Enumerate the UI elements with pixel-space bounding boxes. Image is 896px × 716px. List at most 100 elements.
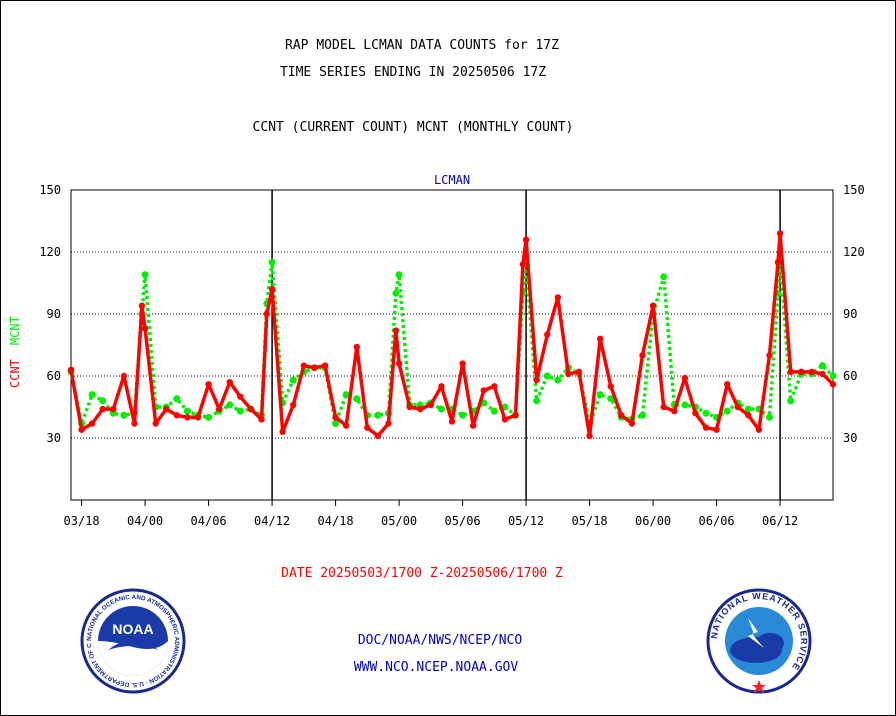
x-tick-label: 04/12 (254, 514, 290, 528)
data-point-mcnt (395, 271, 403, 279)
chart-title-line2: TIME SERIES ENDING IN 20250506 17Z (279, 65, 547, 80)
data-point-ccnt (702, 424, 710, 431)
data-point-ccnt (596, 335, 604, 342)
data-point-ccnt (300, 362, 308, 369)
y-tick-label-right: 120 (843, 245, 865, 259)
data-point-ccnt (448, 418, 456, 425)
data-point-ccnt (829, 381, 837, 388)
data-point-ccnt (311, 364, 318, 371)
data-point-ccnt (628, 420, 636, 427)
data-point-ccnt (67, 366, 75, 373)
data-point-ccnt (173, 412, 181, 419)
data-point-ccnt (353, 343, 360, 351)
data-point-ccnt (776, 230, 784, 237)
data-point-ccnt (519, 261, 527, 268)
chart-subtitle: CCNT (CURRENT COUNT) MCNT (MONTHLY COUNT… (252, 120, 574, 135)
footer-org: DOC/NOAA/NWS/NCEP/NCO (357, 633, 523, 648)
footer-url[interactable]: WWW.NCO.NCEP.NOAA.GOV (353, 660, 519, 675)
data-point-ccnt (554, 294, 562, 301)
y-tick-label-left: 150 (39, 183, 61, 197)
y-tick-label-right: 150 (843, 183, 865, 197)
data-point-mcnt (702, 409, 710, 417)
data-point-mcnt (226, 401, 234, 409)
data-point-ccnt (713, 426, 720, 433)
data-point-mcnt (554, 376, 562, 384)
x-tick-label: 06/06 (699, 514, 735, 528)
data-point-ccnt (417, 405, 424, 413)
data-point-ccnt (184, 414, 191, 421)
data-point-ccnt (268, 286, 276, 293)
data-point-ccnt (226, 379, 233, 386)
data-point-mcnt (744, 405, 752, 413)
chart-title-line1: RAP MODEL LCMAN DATA COUNTS for 17Z (285, 38, 559, 53)
data-point-ccnt (469, 422, 477, 429)
data-point-ccnt (745, 412, 752, 419)
data-point-mcnt (459, 411, 467, 419)
data-point-mcnt (392, 289, 400, 297)
y-tick-label-right: 90 (843, 307, 857, 321)
data-point-mcnt (639, 411, 646, 419)
data-point-ccnt (290, 401, 297, 409)
data-point-ccnt (332, 414, 339, 421)
data-point-ccnt (808, 368, 816, 376)
data-point-ccnt (141, 325, 149, 332)
data-point-mcnt (268, 258, 276, 266)
data-point-ccnt (194, 414, 202, 421)
data-point-ccnt (374, 432, 382, 440)
data-point-ccnt (279, 428, 286, 435)
data-point-ccnt (649, 302, 657, 309)
data-point-ccnt (99, 405, 106, 413)
data-point-ccnt (586, 432, 593, 440)
data-point-ccnt (544, 331, 551, 338)
data-point-ccnt (787, 368, 794, 376)
data-point-ccnt (247, 405, 255, 413)
data-point-ccnt (692, 410, 699, 417)
data-point-mcnt (332, 420, 340, 428)
y-tick-label-left: 30 (47, 431, 61, 445)
series-line-ccnt (69, 231, 835, 438)
data-point-ccnt (438, 383, 445, 390)
data-point-ccnt (660, 403, 667, 411)
data-point-ccnt (774, 259, 782, 266)
data-point-ccnt (110, 405, 117, 413)
y-axis-label-ccnt: CCNT (8, 359, 22, 388)
data-point-mcnt (374, 411, 382, 419)
data-point-ccnt (342, 422, 350, 429)
data-point-ccnt (215, 405, 223, 413)
data-point-ccnt (392, 327, 400, 334)
plot-area (70, 189, 834, 501)
data-point-ccnt (385, 420, 392, 427)
data-point-ccnt (120, 372, 128, 380)
data-point-ccnt (501, 416, 509, 423)
data-point-mcnt (607, 395, 615, 403)
y-tick-label-right: 30 (843, 431, 857, 445)
data-point-mcnt (183, 407, 191, 415)
x-tick-label: 06/00 (635, 514, 671, 528)
data-point-mcnt (88, 391, 96, 399)
data-point-ccnt (723, 381, 731, 388)
data-point-ccnt (639, 352, 646, 359)
data-point-mcnt (681, 401, 689, 409)
data-point-ccnt (734, 403, 741, 411)
x-tick-label: 03/18 (64, 514, 100, 528)
data-point-ccnt (427, 401, 435, 409)
data-point-ccnt (671, 407, 678, 415)
data-point-mcnt (829, 372, 837, 380)
data-point-ccnt (755, 426, 763, 433)
data-point-ccnt (205, 381, 212, 388)
data-point-mcnt (490, 407, 498, 415)
x-tick-label: 05/06 (445, 514, 481, 528)
data-point-ccnt (258, 416, 265, 423)
data-point-ccnt (364, 424, 371, 431)
y-axis-label-mcnt: MCNT (8, 316, 22, 345)
data-point-ccnt (263, 310, 270, 318)
data-point-ccnt (681, 374, 689, 382)
data-point-mcnt (660, 273, 668, 281)
x-tick-label: 04/18 (318, 514, 354, 528)
data-point-ccnt (480, 387, 487, 394)
data-point-ccnt (163, 405, 170, 413)
x-tick-label: 04/06 (191, 514, 227, 528)
data-point-ccnt (395, 360, 403, 367)
data-point-ccnt (575, 368, 583, 376)
